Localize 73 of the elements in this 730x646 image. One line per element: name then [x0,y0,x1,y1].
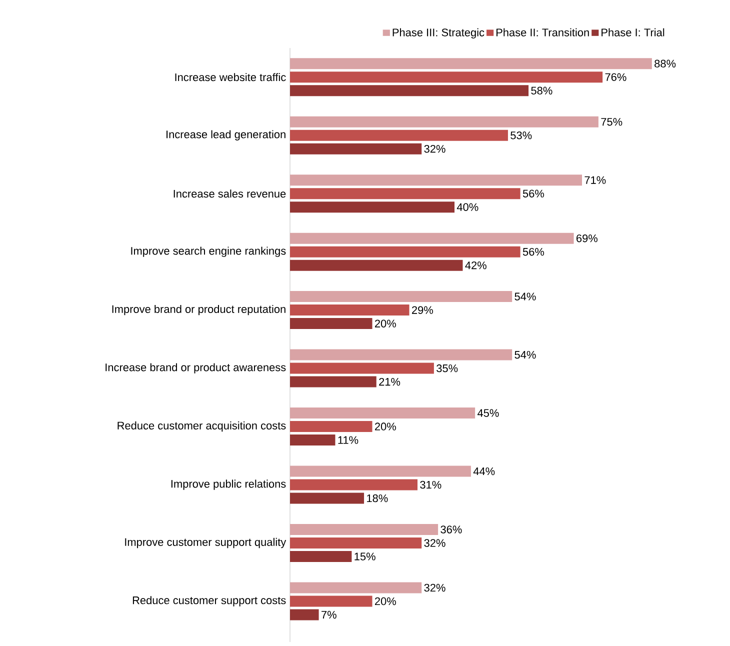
bar [290,408,476,419]
data-label: 29% [412,306,433,314]
bar [290,538,422,548]
data-label: 40% [456,203,478,211]
y-tick-label: Improve customer support quality [125,538,286,548]
bar [290,143,422,154]
data-label: 31% [420,480,442,489]
bar [290,202,455,213]
data-label: 7% [322,610,336,619]
data-label: 58% [531,86,552,94]
bar [290,304,410,316]
bar [290,72,603,83]
data-label: 32% [424,584,446,592]
bar [290,58,652,70]
y-tick-label: Increase lead generation [166,130,286,140]
data-label: 54% [514,292,536,300]
data-label: 20% [374,320,396,328]
y-tick-label: Improve search engine rankings [131,246,286,257]
bar [290,434,336,446]
data-label: 56% [522,248,544,256]
bar [290,524,438,535]
bar [290,376,376,388]
data-label: 32% [424,144,446,153]
bar [290,349,512,360]
bar [290,130,508,141]
y-tick-label: Increase brand or product awareness [106,363,286,374]
data-label: 15% [354,552,376,560]
data-label: 53% [510,131,532,140]
legend-label: Phase II: Transition [496,28,589,36]
bar [290,551,352,562]
y-tick-label: Improve brand or product reputation [112,304,286,316]
data-label: 71% [584,176,606,184]
bar [290,479,418,490]
bar [290,596,372,607]
data-label: 54% [514,350,536,359]
data-label: 20% [374,597,396,606]
data-label: 44% [473,467,495,476]
data-label: 42% [465,261,486,270]
y-tick-label: Reduce customer acquisition costs [118,421,286,432]
bar [290,492,364,504]
data-label: 76% [605,73,626,81]
bar [290,188,520,200]
bar [290,291,512,302]
bar [290,421,372,432]
bar [290,85,529,96]
data-label: 36% [440,526,462,534]
y-tick-label: Increase sales revenue [174,190,286,198]
data-label: 56% [522,190,544,198]
data-label: 69% [576,234,598,242]
bar [290,116,598,128]
bar [290,260,463,271]
bar [290,232,574,244]
data-label: 45% [478,409,499,417]
bar [290,609,319,620]
data-label: 21% [379,378,400,386]
y-tick-label: Improve public relations [171,480,286,490]
bar [290,318,372,330]
bar [290,246,520,258]
bar [290,466,471,477]
bar [290,582,422,594]
data-label: 20% [374,422,396,430]
data-label: 18% [367,494,388,502]
data-label: 75% [601,118,622,126]
data-label: 88% [654,60,676,68]
bar [290,362,434,374]
y-tick-label: Reduce customer support costs [132,596,286,606]
data-label: 35% [436,364,458,372]
y-tick-label: Increase website traffic [175,73,286,82]
legend-label: Phase I: Trial [602,28,664,36]
data-label: 11% [338,436,358,444]
data-label: 32% [424,539,446,547]
legend-label: Phase III: Strategic [392,28,484,38]
bar [290,174,582,186]
